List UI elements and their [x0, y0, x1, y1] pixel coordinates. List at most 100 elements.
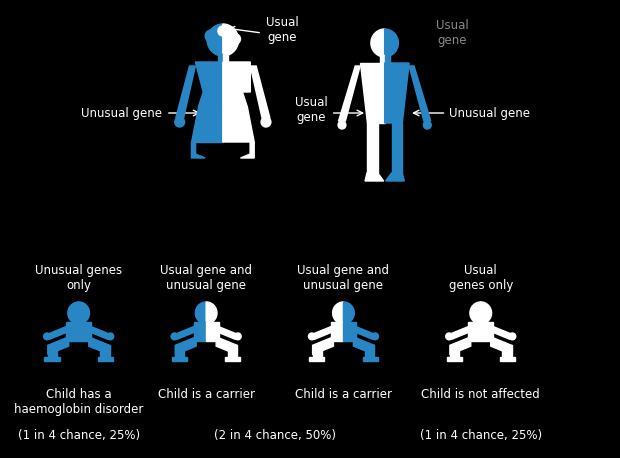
Text: Usual
gene: Usual gene — [436, 19, 468, 47]
Bar — [331, 322, 343, 341]
Bar — [206, 322, 219, 341]
Text: (1 in 4 chance, 25%): (1 in 4 chance, 25%) — [17, 429, 140, 442]
Circle shape — [509, 333, 516, 340]
Polygon shape — [100, 345, 110, 357]
Polygon shape — [216, 337, 237, 354]
Polygon shape — [339, 66, 360, 121]
Polygon shape — [360, 63, 384, 123]
Polygon shape — [48, 345, 57, 357]
Circle shape — [175, 117, 185, 127]
Polygon shape — [365, 173, 384, 181]
Bar — [223, 54, 228, 62]
Text: Child is a carrier: Child is a carrier — [157, 388, 255, 401]
Circle shape — [231, 34, 241, 44]
Polygon shape — [409, 66, 431, 121]
Polygon shape — [332, 302, 343, 324]
Polygon shape — [312, 337, 334, 354]
Text: Child is a carrier: Child is a carrier — [295, 388, 392, 401]
Polygon shape — [50, 327, 66, 339]
Polygon shape — [480, 302, 492, 324]
Polygon shape — [98, 357, 113, 361]
Bar — [79, 322, 91, 341]
Polygon shape — [241, 142, 254, 158]
Circle shape — [446, 333, 453, 340]
Polygon shape — [195, 302, 206, 324]
Bar — [391, 123, 402, 173]
Polygon shape — [175, 66, 195, 118]
Circle shape — [234, 333, 241, 340]
Circle shape — [43, 333, 50, 340]
Circle shape — [107, 333, 113, 340]
Polygon shape — [68, 302, 79, 324]
Bar — [468, 322, 481, 341]
Polygon shape — [309, 357, 324, 361]
Text: Child has a
haemoglobin disorder: Child has a haemoglobin disorder — [14, 388, 143, 416]
Polygon shape — [312, 345, 322, 357]
Polygon shape — [371, 29, 384, 57]
Polygon shape — [451, 327, 468, 339]
Polygon shape — [500, 357, 515, 361]
Bar — [480, 322, 494, 341]
Text: Unusual gene: Unusual gene — [450, 107, 530, 120]
Circle shape — [338, 121, 346, 129]
Polygon shape — [386, 173, 404, 181]
Polygon shape — [219, 327, 236, 339]
Polygon shape — [450, 337, 471, 354]
Text: Usual gene and
unusual gene: Usual gene and unusual gene — [298, 264, 389, 292]
Polygon shape — [450, 345, 459, 357]
Polygon shape — [494, 327, 510, 339]
Text: (2 in 4 chance, 50%): (2 in 4 chance, 50%) — [214, 429, 336, 442]
Bar — [367, 123, 378, 173]
Polygon shape — [89, 337, 110, 354]
Polygon shape — [79, 302, 89, 324]
Polygon shape — [343, 302, 354, 324]
Circle shape — [171, 333, 178, 340]
Polygon shape — [363, 357, 378, 361]
Circle shape — [423, 121, 432, 129]
Polygon shape — [175, 345, 185, 357]
Bar — [218, 54, 223, 62]
Polygon shape — [250, 66, 270, 118]
Polygon shape — [192, 107, 223, 142]
Polygon shape — [223, 62, 250, 107]
Polygon shape — [491, 337, 512, 354]
Text: Unusual genes
only: Unusual genes only — [35, 264, 122, 292]
Polygon shape — [314, 327, 331, 339]
Circle shape — [205, 30, 217, 42]
Polygon shape — [45, 357, 60, 361]
Bar — [193, 322, 206, 341]
Polygon shape — [502, 345, 512, 357]
Circle shape — [308, 333, 315, 340]
Text: Usual gene and
unusual gene: Usual gene and unusual gene — [160, 264, 252, 292]
Polygon shape — [206, 302, 217, 324]
Polygon shape — [228, 345, 237, 357]
Polygon shape — [384, 29, 399, 57]
Polygon shape — [384, 63, 409, 123]
Polygon shape — [177, 327, 193, 339]
Bar — [66, 322, 79, 341]
Polygon shape — [91, 327, 108, 339]
Polygon shape — [356, 327, 373, 339]
Polygon shape — [470, 302, 480, 324]
Circle shape — [372, 333, 378, 340]
Text: Unusual gene: Unusual gene — [81, 107, 162, 120]
Bar — [343, 322, 356, 341]
Text: Usual
genes only: Usual genes only — [448, 264, 513, 292]
Text: Child is not affected: Child is not affected — [422, 388, 540, 401]
Circle shape — [261, 117, 271, 127]
Text: Usual
gene: Usual gene — [295, 96, 328, 124]
Bar — [384, 55, 389, 63]
Text: Usual
gene: Usual gene — [266, 16, 299, 44]
Polygon shape — [207, 24, 223, 56]
Polygon shape — [48, 337, 69, 354]
Circle shape — [212, 27, 222, 37]
Bar — [379, 55, 384, 63]
Polygon shape — [175, 337, 196, 354]
Polygon shape — [353, 337, 374, 354]
Circle shape — [227, 30, 237, 40]
Polygon shape — [192, 142, 205, 158]
Circle shape — [222, 27, 232, 37]
Polygon shape — [223, 107, 254, 142]
Text: (1 in 4 chance, 25%): (1 in 4 chance, 25%) — [420, 429, 542, 442]
Polygon shape — [172, 357, 187, 361]
